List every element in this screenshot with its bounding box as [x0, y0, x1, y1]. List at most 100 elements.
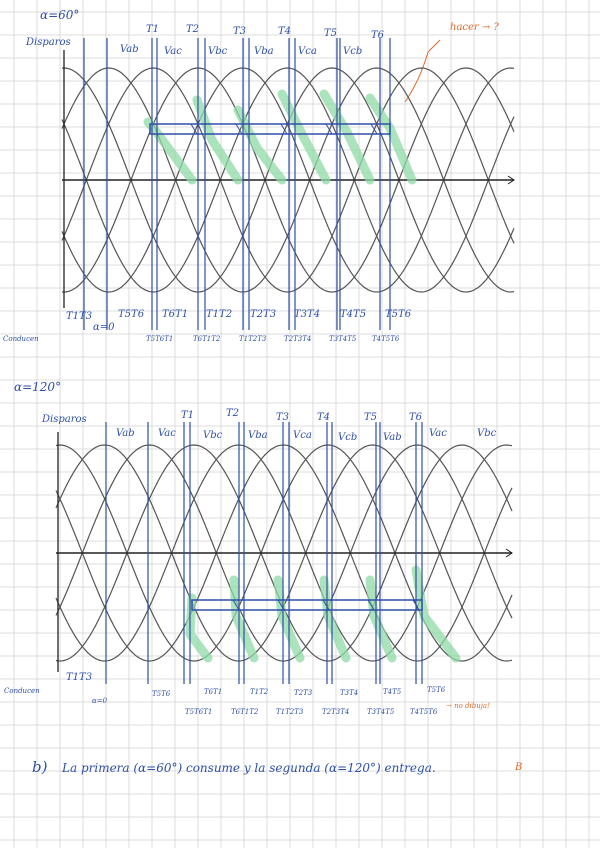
vlabel-2-5: Vcb	[338, 432, 358, 443]
thyristor-2-T6: T6	[409, 412, 423, 423]
vlabel-1-1: Vac	[164, 46, 182, 57]
thyristor-1-T1: T1	[146, 24, 160, 35]
commutation-tick	[280, 123, 288, 135]
pair-1-3: T1T2	[206, 309, 233, 320]
axis-arrow	[505, 548, 513, 558]
output-voltage-highlight	[233, 105, 287, 185]
comm-2-0: T5T6T1	[185, 708, 213, 716]
thyristor-2-T1: T1	[181, 410, 195, 421]
output-voltage-highlight	[411, 565, 461, 663]
commutation-tick	[325, 123, 333, 135]
commutation-tick	[370, 123, 378, 135]
output-voltage-highlight	[143, 117, 197, 185]
waveform-diagram-alpha-60	[61, 30, 522, 350]
commutation-tick	[277, 599, 285, 611]
vlabel-2-3: Vba	[248, 430, 268, 441]
pair-1-5: T3T4	[294, 309, 321, 320]
annotation-hacer: hacer → ?	[450, 22, 499, 33]
output-voltage-highlight	[319, 89, 375, 185]
current-block	[191, 599, 423, 611]
comm-2-2: T1T2T3	[276, 708, 304, 716]
pair-2-6: T4T5	[383, 688, 402, 696]
axis-arrow	[507, 175, 515, 185]
pair-2-7: T5T6	[427, 686, 446, 694]
alpha-120-label: α=120°	[14, 380, 62, 394]
pair-1-0: T1T3	[66, 311, 93, 322]
commutation-tick	[367, 599, 375, 611]
sinusoid-curve	[61, 67, 515, 293]
thyristor-2-T4: T4	[317, 412, 331, 423]
commutation-tick	[412, 599, 420, 611]
output-voltage-highlight	[365, 93, 417, 185]
comm-1-3: T2T3T4	[284, 335, 312, 343]
output-voltage-highlight	[365, 575, 397, 663]
pair-1-6: T4T5	[340, 309, 367, 320]
answer-text: La primera (α=60°) consume y la segunda …	[62, 761, 436, 775]
thyristor-1-T4: T4	[278, 26, 292, 37]
output-voltage-highlight	[229, 575, 259, 663]
vlabel-2-6: Vab	[383, 432, 402, 443]
commutation-tick	[232, 599, 240, 611]
commutation-tick	[235, 123, 243, 135]
sinusoid-curve	[55, 444, 513, 662]
pair-2-3: T1T2	[250, 688, 269, 696]
comm-1-2: T1T2T3	[239, 335, 267, 343]
commutation-tick	[322, 599, 330, 611]
comm-1-0: T5T6T1	[146, 335, 174, 343]
comm-2-1: T6T1T2	[231, 708, 259, 716]
alpha-60-label: α=60°	[40, 8, 80, 22]
vlabel-2-2: Vbc	[203, 430, 223, 441]
thyristor-1-T3: T3	[233, 26, 247, 37]
answer-marker: b)	[32, 758, 48, 776]
waveform-diagram-alpha-120	[55, 422, 520, 684]
comm-1-5: T4T5T6	[372, 335, 400, 343]
commutation-tick	[190, 123, 198, 135]
output-voltage-highlight	[192, 95, 243, 185]
vlabel-2-8: Vbc	[477, 428, 497, 439]
pair-1-2: T6T1	[162, 309, 189, 320]
vlabel-1-3: Vba	[254, 46, 274, 57]
sinusoid-curve	[55, 444, 513, 662]
comm-2-3: T2T3T4	[322, 708, 350, 716]
alpha-zero-1: α=0	[93, 322, 115, 333]
thyristor-1-T6: T6	[371, 30, 385, 41]
comm-2-5: T4T5T6	[410, 708, 438, 716]
pair-2-2: T6T1	[204, 688, 223, 696]
comm-1-1: T6T1T2	[193, 335, 221, 343]
conducen-label-2: Conducen	[4, 687, 40, 695]
sinusoid-curve	[61, 67, 515, 293]
output-voltage-highlight	[319, 575, 351, 663]
comm-1-4: T3T4T5	[329, 335, 357, 343]
output-voltage-highlight	[273, 575, 305, 663]
comm-2-4: T3T4T5	[367, 708, 395, 716]
vlabel-2-7: Vac	[429, 428, 447, 439]
answer-end-mark: B	[515, 762, 523, 773]
annotation-no-dibuja: → no dibuja!	[446, 702, 490, 710]
vlabel-1-4: Vca	[298, 46, 317, 57]
thyristor-1-T5: T5	[324, 28, 338, 39]
thyristor-2-T2: T2	[226, 408, 240, 419]
disparos-label-1: Disparos	[26, 37, 71, 48]
sinusoid-curve	[61, 67, 515, 293]
vlabel-2-4: Vca	[293, 430, 312, 441]
pair-1-7: T5T6	[385, 309, 412, 320]
alpha-zero-2: α=0	[92, 697, 108, 705]
sinusoid-curve	[55, 444, 513, 662]
thyristor-2-T5: T5	[364, 412, 378, 423]
pair-2-4: T2T3	[294, 689, 313, 697]
sinusoid-curve	[61, 67, 515, 293]
disparos-label-2: Disparos	[42, 414, 87, 425]
thyristor-1-T2: T2	[186, 24, 200, 35]
pair-1-4: T2T3	[250, 309, 277, 320]
pair-2-1: T5T6	[152, 690, 171, 698]
sinusoid-curve	[61, 67, 515, 293]
sinusoid-curve	[55, 444, 513, 662]
vlabel-2-0: Vab	[116, 428, 135, 439]
vlabel-1-5: Vcb	[343, 46, 363, 57]
pair-1-1: T5T6	[118, 309, 145, 320]
vlabel-2-1: Vac	[158, 428, 176, 439]
vlabel-1-2: Vbc	[208, 46, 228, 57]
current-block	[149, 123, 391, 135]
conducen-label-1: Conducen	[3, 335, 39, 343]
